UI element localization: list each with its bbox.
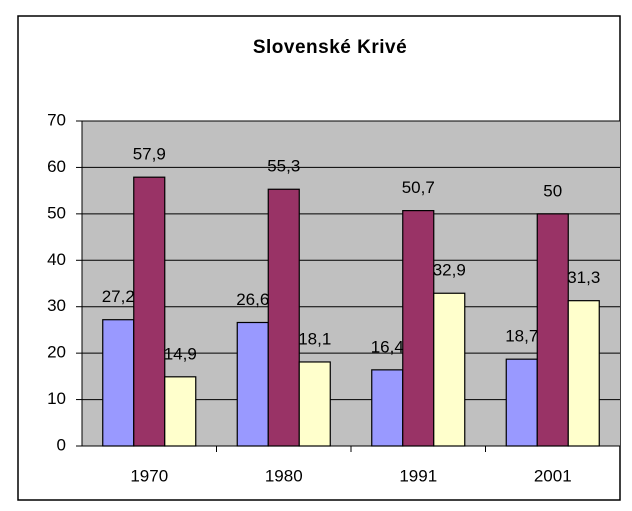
data-label: 50	[543, 181, 562, 200]
data-label: 57,9	[133, 145, 166, 164]
bar	[567, 300, 600, 447]
data-label: 18,7	[505, 327, 538, 346]
y-tick-label: 0	[57, 435, 66, 454]
x-tick-label: 1970	[130, 466, 168, 485]
bar	[298, 361, 331, 447]
y-tick-label: 70	[47, 110, 66, 129]
data-label: 32,9	[433, 261, 466, 280]
chart-title: Slovenské Krivé	[253, 37, 407, 58]
data-label: 55,3	[267, 157, 300, 176]
x-tick-label: 2001	[534, 466, 572, 485]
y-tick-label: 50	[47, 203, 66, 222]
data-label: 18,1	[298, 329, 331, 348]
bar	[402, 210, 435, 447]
y-tick-label: 30	[47, 296, 66, 315]
bar	[164, 376, 197, 447]
data-label: 16,4	[371, 337, 404, 356]
data-label: 14,9	[164, 344, 197, 363]
bar	[433, 292, 466, 447]
y-tick-label: 10	[47, 389, 66, 408]
bar	[371, 369, 404, 447]
bar	[536, 213, 569, 447]
bar	[236, 321, 269, 447]
y-tick-label: 20	[47, 343, 66, 362]
data-label: 26,6	[236, 290, 269, 309]
bar	[505, 358, 538, 447]
y-tick-label: 40	[47, 250, 66, 269]
data-label: 31,3	[567, 268, 600, 287]
bar	[102, 319, 135, 447]
data-label: 50,7	[402, 178, 435, 197]
bar	[267, 188, 300, 447]
x-tick-label: 1991	[399, 466, 437, 485]
y-tick-label: 60	[47, 157, 66, 176]
data-label: 27,2	[102, 287, 135, 306]
bar	[133, 176, 166, 447]
x-tick-label: 1980	[265, 466, 303, 485]
